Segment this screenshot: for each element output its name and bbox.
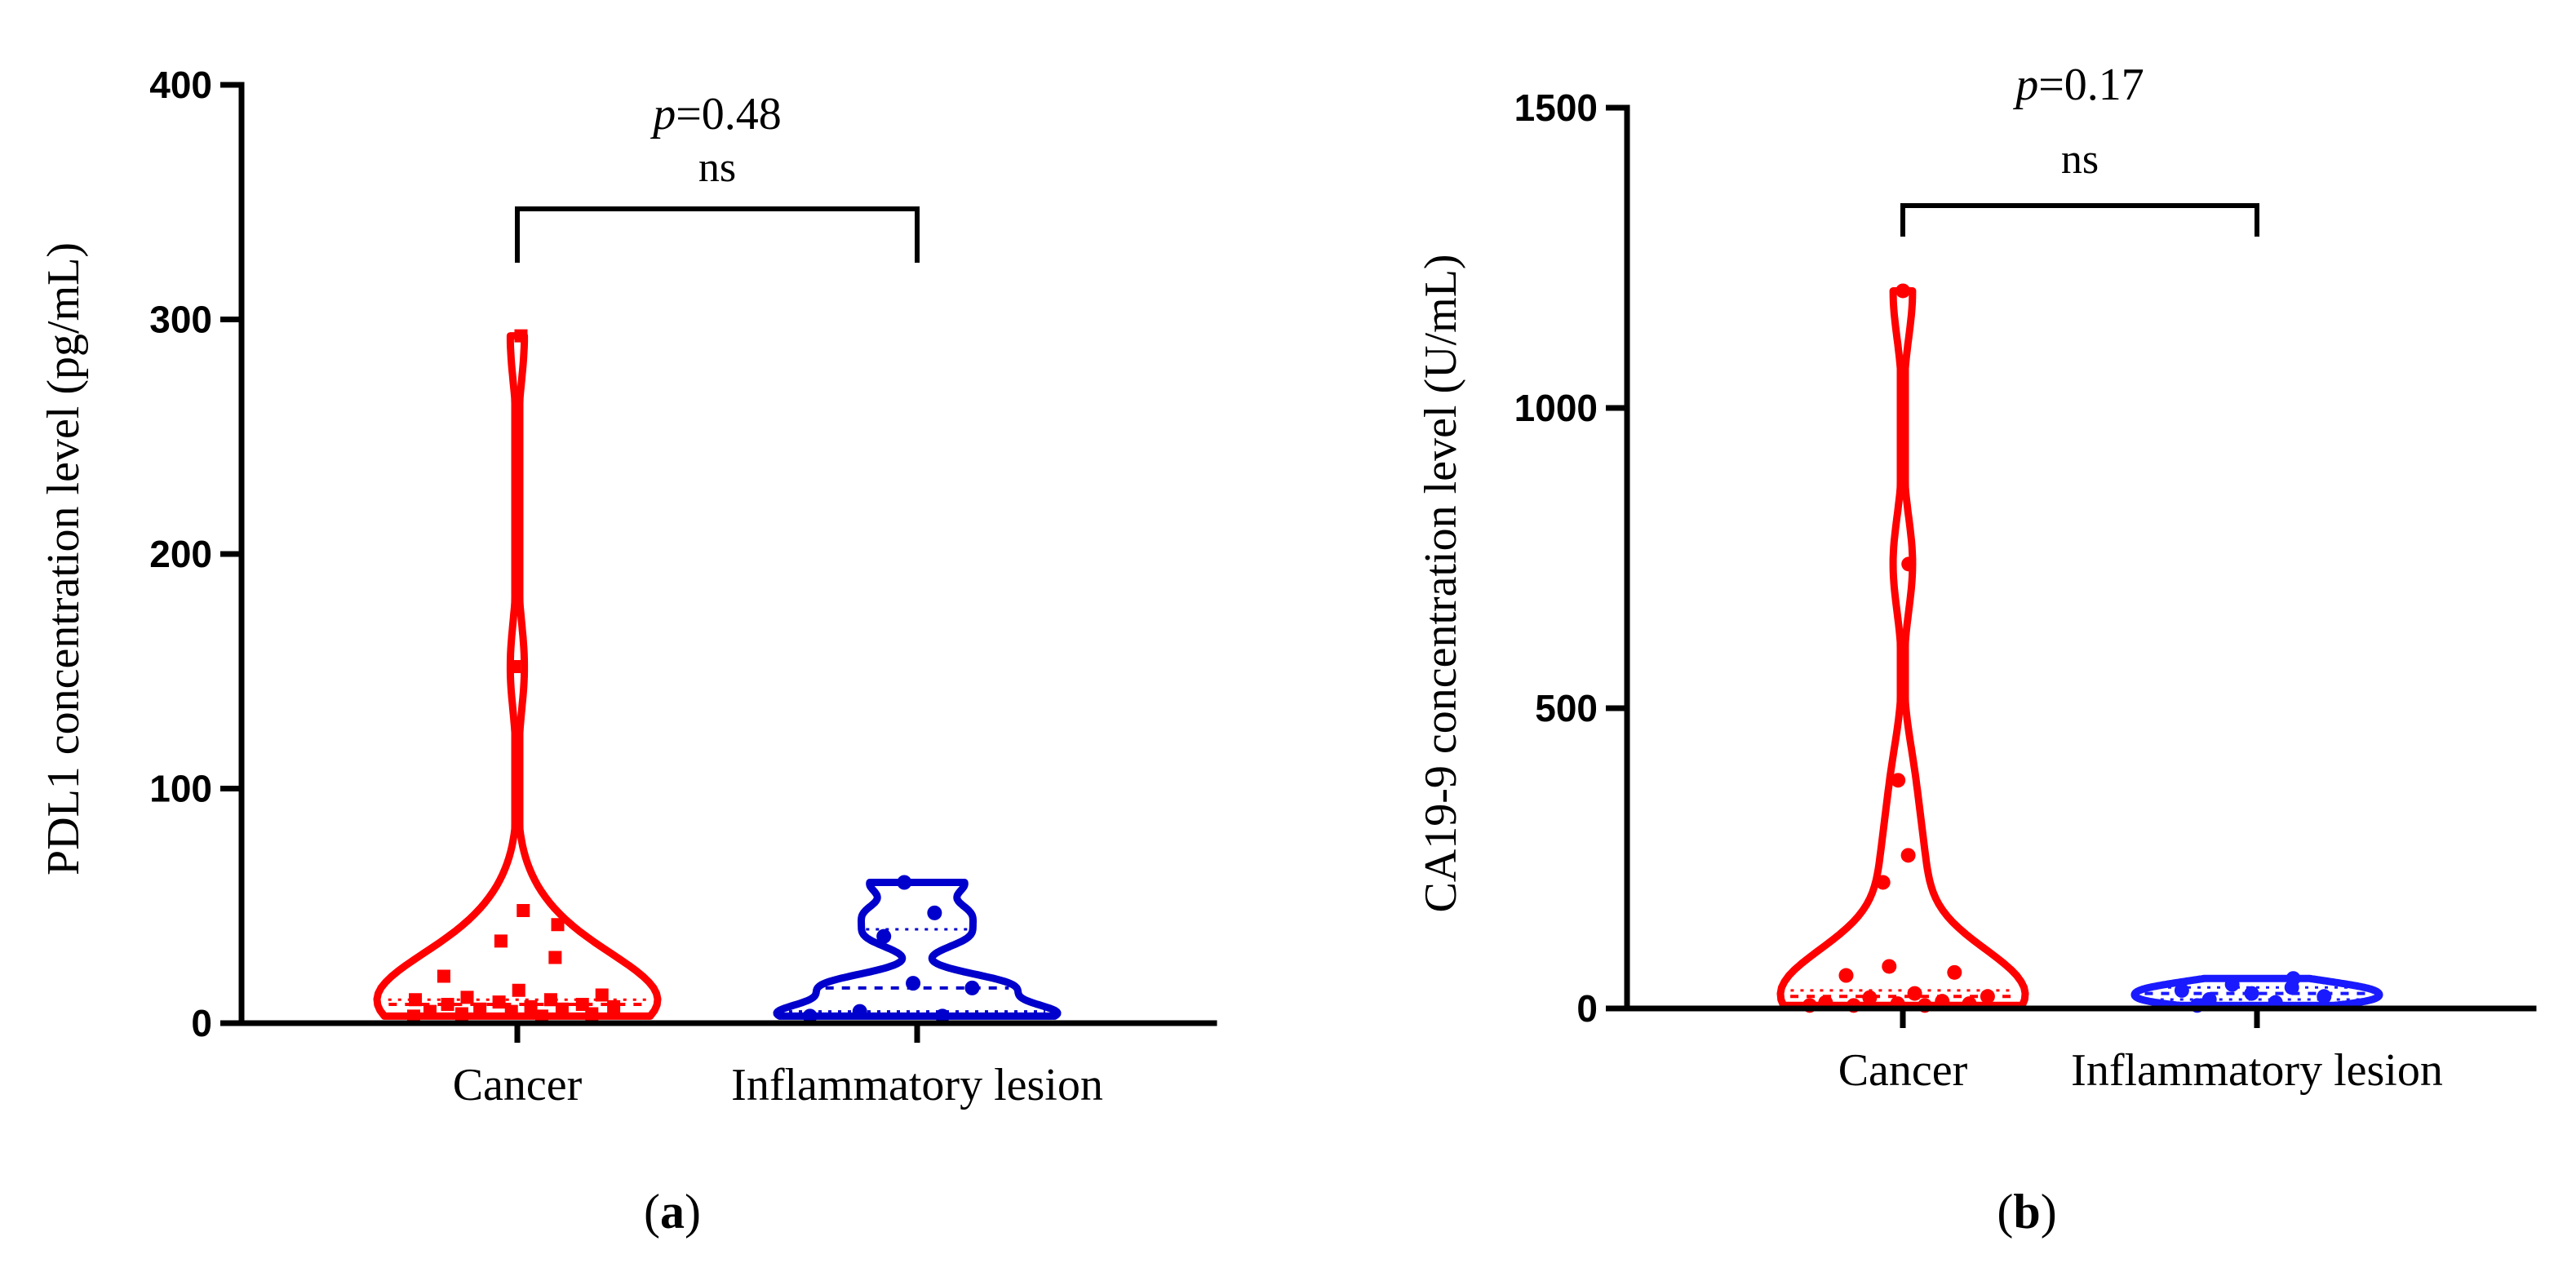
y-tick-label: 1000 bbox=[1514, 387, 1598, 429]
y-axis-ticks: 0 500 1000 1500 bbox=[1514, 86, 1627, 1030]
data-point bbox=[802, 1008, 818, 1024]
data-point bbox=[494, 934, 508, 948]
x-tick-label: Cancer bbox=[453, 1060, 583, 1110]
violin-outline bbox=[773, 879, 1062, 1020]
data-point bbox=[2317, 989, 2332, 1004]
data-point bbox=[852, 1004, 867, 1019]
data-point bbox=[1862, 990, 1878, 1005]
y-tick-label: 400 bbox=[149, 64, 212, 106]
data-point bbox=[1900, 848, 1916, 863]
data-point bbox=[423, 1004, 437, 1018]
x-tick-label: Inflammatory lesion bbox=[731, 1060, 1103, 1110]
data-point bbox=[514, 329, 528, 343]
y-axis-ticks: 0 100 200 300 400 bbox=[149, 64, 242, 1044]
data-point bbox=[2244, 986, 2259, 1001]
y-tick-label: 0 bbox=[191, 1002, 212, 1044]
data-point bbox=[534, 1009, 548, 1023]
violins bbox=[373, 329, 1062, 1024]
data-point bbox=[2201, 991, 2217, 1007]
data-point bbox=[927, 905, 942, 920]
x-tick-label: Inflammatory lesion bbox=[2071, 1045, 2443, 1096]
data-point bbox=[406, 1009, 420, 1023]
significance-bracket bbox=[1900, 203, 2259, 237]
data-point bbox=[1875, 875, 1891, 890]
panel-label-a: (a) bbox=[644, 1185, 701, 1239]
data-point bbox=[409, 993, 423, 1007]
data-point bbox=[517, 904, 530, 917]
data-point bbox=[508, 660, 521, 673]
data-point bbox=[595, 988, 609, 1002]
violins bbox=[1776, 283, 2383, 1013]
data-point bbox=[492, 995, 506, 1009]
data-point bbox=[1947, 964, 1962, 980]
data-point bbox=[575, 998, 589, 1011]
violin-outline bbox=[373, 332, 662, 1020]
y-tick-label: 300 bbox=[149, 299, 212, 341]
p-value: =0.48 bbox=[676, 89, 782, 140]
data-point bbox=[1907, 986, 1922, 1001]
data-point bbox=[548, 951, 562, 964]
p-value: =0.17 bbox=[2038, 60, 2144, 110]
violin-outline bbox=[2130, 974, 2383, 1009]
data-point bbox=[897, 875, 912, 890]
x-axis-ticks: Cancer Inflammatory lesion bbox=[1838, 1008, 2443, 1096]
y-tick-label: 200 bbox=[149, 533, 212, 575]
y-tick-label: 500 bbox=[1535, 687, 1598, 729]
p-symbol: p bbox=[2012, 60, 2038, 110]
data-point bbox=[441, 998, 454, 1011]
data-point bbox=[1838, 968, 1854, 983]
significance-label: ns bbox=[2061, 136, 2099, 183]
y-tick-label: 1500 bbox=[1514, 86, 1598, 129]
panel-b: CA19-9 concentration level (U/mL) 0 500 10… bbox=[1416, 60, 2537, 1239]
data-point bbox=[876, 929, 892, 944]
data-point bbox=[460, 991, 474, 1004]
y-axis-label: PDL1 concentration level (pg/mL) bbox=[38, 242, 89, 875]
p-value-label: p=0.17 bbox=[2012, 60, 2144, 110]
data-point bbox=[1980, 989, 1995, 1004]
data-point bbox=[934, 1008, 950, 1024]
data-point bbox=[1891, 773, 1906, 788]
data-point bbox=[473, 1002, 487, 1016]
significance-label: ns bbox=[698, 144, 736, 191]
panel-letter: b bbox=[2013, 1185, 2040, 1239]
data-point bbox=[1882, 959, 1897, 974]
y-axis-label: CA19-9 concentration level (U/mL) bbox=[1416, 254, 1466, 912]
panel-a: PDL1 concentration level (pg/mL) 0 100 200… bbox=[38, 64, 1217, 1239]
x-tick-label: Cancer bbox=[1838, 1045, 1968, 1096]
data-point bbox=[964, 980, 980, 995]
data-point bbox=[1901, 556, 1917, 572]
data-point bbox=[1895, 283, 1911, 299]
data-point bbox=[504, 1004, 518, 1018]
x-axis-ticks: Cancer Inflammatory lesion bbox=[453, 1023, 1103, 1110]
data-point bbox=[437, 969, 450, 983]
panel-label-b: (b) bbox=[1997, 1185, 2056, 1239]
data-point bbox=[2286, 971, 2301, 986]
data-point bbox=[2224, 977, 2240, 992]
panel-letter: a bbox=[660, 1185, 685, 1239]
data-point bbox=[1935, 994, 1950, 1009]
significance-bracket bbox=[515, 206, 920, 263]
y-tick-label: 0 bbox=[1576, 987, 1598, 1030]
violin-outline bbox=[1776, 287, 2029, 1009]
data-point bbox=[555, 1002, 569, 1016]
data-point bbox=[906, 976, 921, 991]
y-tick-label: 100 bbox=[149, 768, 212, 810]
data-point bbox=[543, 993, 557, 1007]
data-point bbox=[607, 999, 621, 1013]
data-point bbox=[551, 918, 565, 932]
data-point bbox=[524, 999, 538, 1013]
data-point bbox=[512, 983, 525, 997]
p-symbol: p bbox=[650, 89, 676, 140]
data-point bbox=[2174, 982, 2189, 998]
data-point bbox=[454, 1007, 468, 1021]
p-value-label: p=0.48 bbox=[650, 89, 782, 140]
